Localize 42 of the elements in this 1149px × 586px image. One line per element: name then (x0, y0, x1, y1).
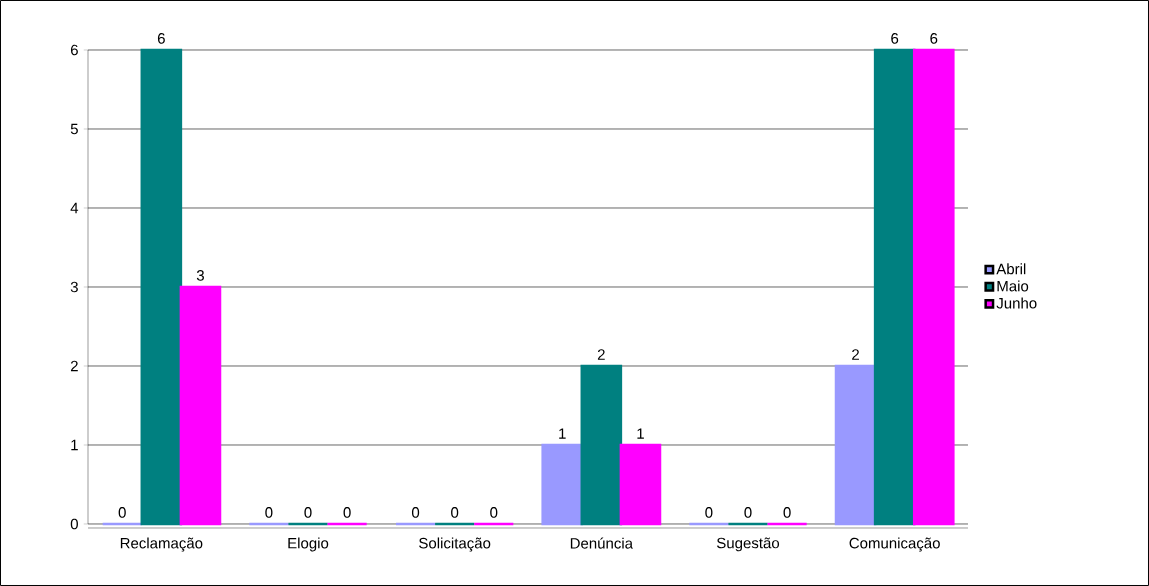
data-label: 6 (930, 33, 938, 44)
bar (834, 364, 877, 526)
y-tick-label: 2 (70, 360, 78, 372)
bar (140, 48, 183, 526)
bar (580, 364, 623, 526)
data-label: 0 (744, 507, 752, 518)
data-label: 0 (783, 507, 791, 518)
legend-label: Abril (996, 263, 1026, 275)
bar (619, 443, 662, 526)
x-tick-label: Reclamação (120, 537, 203, 552)
data-label: 0 (343, 507, 351, 518)
y-tick-label: 3 (70, 281, 78, 293)
data-label: 0 (265, 507, 273, 518)
bar (179, 285, 222, 526)
data-label: 0 (118, 507, 126, 518)
x-tick-label: Solicitação (419, 537, 491, 552)
data-label: 6 (157, 33, 165, 44)
y-tick-label: 4 (70, 202, 79, 214)
legend-label: Maio (997, 280, 1029, 292)
x-tick-label: Denúncia (570, 537, 634, 549)
bar (541, 443, 584, 526)
data-label: 6 (891, 33, 899, 44)
x-tick-label: Comunicação (849, 537, 940, 552)
bar (873, 48, 916, 526)
x-tick-label: Sugestão (716, 537, 780, 552)
x-tick-label: Elogio (288, 537, 329, 552)
y-tick-label: 5 (70, 123, 78, 135)
data-label: 0 (490, 507, 498, 518)
legend-label: Junho (996, 297, 1037, 309)
bar (912, 48, 955, 526)
data-label: 1 (559, 428, 566, 439)
data-label: 2 (852, 349, 859, 360)
data-label: 1 (637, 428, 644, 439)
data-label: 0 (304, 507, 312, 518)
data-label: 2 (597, 349, 605, 360)
data-label: 0 (411, 507, 420, 518)
y-tick-label: 0 (70, 518, 78, 530)
data-label: 0 (705, 507, 713, 518)
y-tick-label: 1 (71, 439, 78, 451)
y-tick-label: 6 (70, 44, 78, 56)
data-label: 0 (451, 507, 459, 518)
data-label: 3 (196, 270, 204, 281)
